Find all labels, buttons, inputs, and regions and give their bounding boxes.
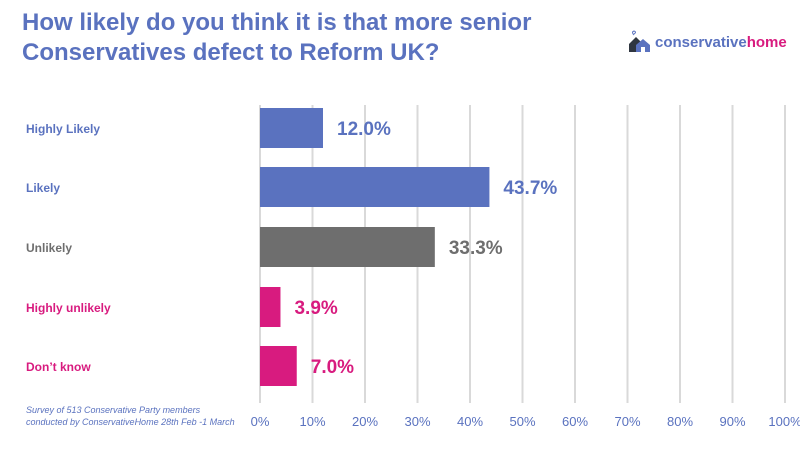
x-tick-label: 70% [614, 414, 640, 429]
x-tick-label: 0% [251, 414, 270, 429]
chart-title: How likely do you think it is that more … [22, 8, 531, 68]
category-label: Highly Likely [26, 122, 100, 136]
data-label: 33.3% [449, 238, 503, 259]
note-line-1: Survey of 513 Conservative Party members [26, 405, 201, 415]
bar [260, 108, 323, 148]
logo-text-home: home [746, 33, 787, 51]
data-label: 7.0% [311, 357, 354, 378]
category-label: Don’t know [26, 360, 91, 374]
bar [260, 346, 297, 386]
title-line-1: How likely do you think it is that more … [22, 9, 532, 36]
house-icon [629, 30, 650, 52]
survey-note: Survey of 513 Conservative Party members… [26, 404, 235, 428]
data-label: 12.0% [337, 119, 391, 140]
bar [260, 227, 435, 267]
x-tick-label: 50% [509, 414, 535, 429]
x-tick-label: 90% [719, 414, 745, 429]
logo-text-conservative: conservative [655, 33, 747, 51]
bar [260, 167, 490, 207]
x-tick-label: 20% [352, 414, 378, 429]
data-label: 3.9% [294, 298, 337, 319]
data-label: 43.7% [503, 178, 557, 199]
title-line-2: Conservatives defect to Reform UK? [22, 39, 440, 66]
x-tick-label: 30% [404, 414, 430, 429]
x-tick-label: 40% [457, 414, 483, 429]
x-tick-label: 100% [768, 414, 800, 429]
category-label: Highly unlikely [26, 301, 111, 315]
conservativehome-logo: conservative home [628, 30, 787, 54]
note-line-2: conducted by ConservativeHome 28th Feb -… [26, 417, 235, 427]
x-tick-label: 60% [562, 414, 588, 429]
bar [260, 287, 281, 327]
category-label: Unlikely [26, 241, 72, 255]
x-tick-label: 10% [299, 414, 325, 429]
category-label: Likely [26, 181, 60, 195]
x-tick-label: 80% [667, 414, 693, 429]
